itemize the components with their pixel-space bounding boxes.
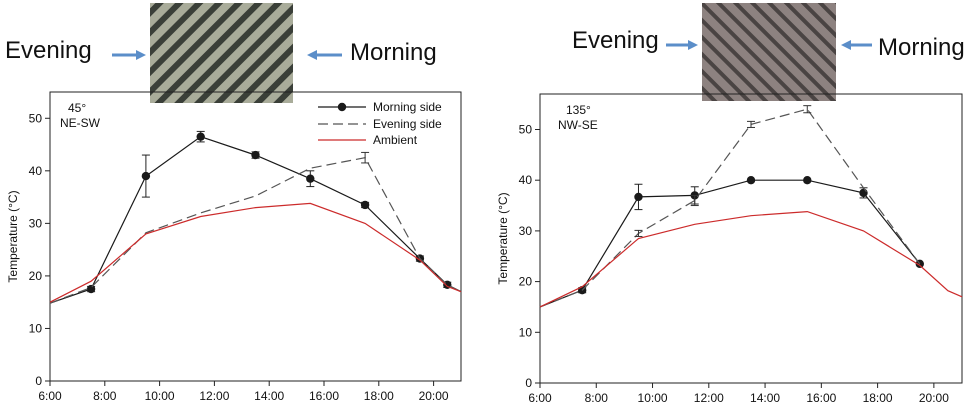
arrow-left-icon-head <box>307 50 317 60</box>
legend-morning-marker <box>337 102 347 112</box>
y-axis-label: Temperature (°C) <box>496 192 510 284</box>
y-tick-label: 0 <box>35 374 42 388</box>
arrow-right-icon-head <box>688 40 698 50</box>
angle-annotation: 45° <box>68 101 86 115</box>
legend-evening-label: Evening side <box>373 117 442 131</box>
evening-side-line <box>539 108 921 308</box>
y-tick-label: 40 <box>519 173 533 187</box>
morning-label-left: Morning <box>350 39 437 66</box>
morning-side-point <box>251 150 260 160</box>
y-tick-label: 40 <box>29 164 43 178</box>
morning-side-line <box>539 179 921 308</box>
y-tick-label: 10 <box>29 321 43 335</box>
morning-side-point <box>746 175 756 185</box>
y-tick-label: 50 <box>519 122 533 136</box>
morning-label-right: Morning <box>878 34 965 61</box>
y-tick-label: 20 <box>29 269 43 283</box>
y-axis-label: Temperature (°C) <box>6 190 20 282</box>
y-tick-label: 20 <box>519 275 533 289</box>
x-tick-label: 10:00 <box>638 391 668 405</box>
field-photo-left <box>150 3 293 103</box>
x-tick-label: 20:00 <box>919 391 949 405</box>
evening-label-right: Evening <box>572 27 659 54</box>
morning-side-point <box>306 174 315 183</box>
field-photo-right <box>702 3 836 101</box>
x-tick-label: 6:00 <box>38 389 62 403</box>
header-right: Evening Morning <box>572 3 965 101</box>
x-tick-label: 20:00 <box>419 389 449 403</box>
y-tick-label: 30 <box>519 224 533 238</box>
morning-side-point <box>859 188 868 198</box>
x-tick-label: 14:00 <box>254 389 284 403</box>
morning-side-point <box>803 175 812 185</box>
morning-side-point <box>86 284 96 294</box>
x-tick-label: 16:00 <box>806 391 836 405</box>
legend-morning-label: Morning side <box>373 100 442 114</box>
ambient-line <box>539 210 963 308</box>
y-tick-label: 10 <box>519 325 533 339</box>
chart-ne-sw: 0 10 20 30 40 50 6:00 8:00 10:00 12:00 14:00 16:00 1… <box>6 91 462 403</box>
x-tick-label: 8:00 <box>93 389 117 403</box>
legend-ambient-label: Ambient <box>373 133 418 147</box>
y-tick-label: 50 <box>29 111 43 125</box>
evening-side-line <box>49 157 462 304</box>
y-tick-label: 0 <box>525 376 532 390</box>
morning-side-point <box>141 171 151 181</box>
plot-frame <box>49 91 462 382</box>
plot-frame <box>539 93 963 384</box>
chart-nw-se: 0 10 20 30 40 50 6:00 8:00 10:00 12:00 14:00 16:00 1… <box>496 93 963 405</box>
morning-side-point <box>634 192 643 202</box>
morning-side-point <box>196 132 205 141</box>
x-tick-label: 16:00 <box>309 389 339 403</box>
x-tick-label: 8:00 <box>585 391 609 405</box>
morning-side-point <box>360 200 370 210</box>
x-tick-label: 18:00 <box>863 391 893 405</box>
arrow-left-icon-head <box>841 40 851 50</box>
ambient-line <box>49 202 462 303</box>
orientation-annotation: NE-SW <box>60 116 101 130</box>
evening-label-left: Evening <box>5 37 92 64</box>
x-tick-label: 6:00 <box>528 391 552 405</box>
orientation-annotation: NW-SE <box>558 118 598 132</box>
angle-annotation: 135° <box>566 103 591 117</box>
arrow-right-icon-head <box>136 50 146 60</box>
x-tick-label: 18:00 <box>364 389 394 403</box>
header-left: Evening Morning <box>5 3 437 103</box>
x-tick-label: 14:00 <box>750 391 780 405</box>
x-tick-label: 10:00 <box>145 389 175 403</box>
y-tick-label: 30 <box>29 216 43 230</box>
x-tick-label: 12:00 <box>199 389 229 403</box>
x-tick-label: 12:00 <box>694 391 724 405</box>
